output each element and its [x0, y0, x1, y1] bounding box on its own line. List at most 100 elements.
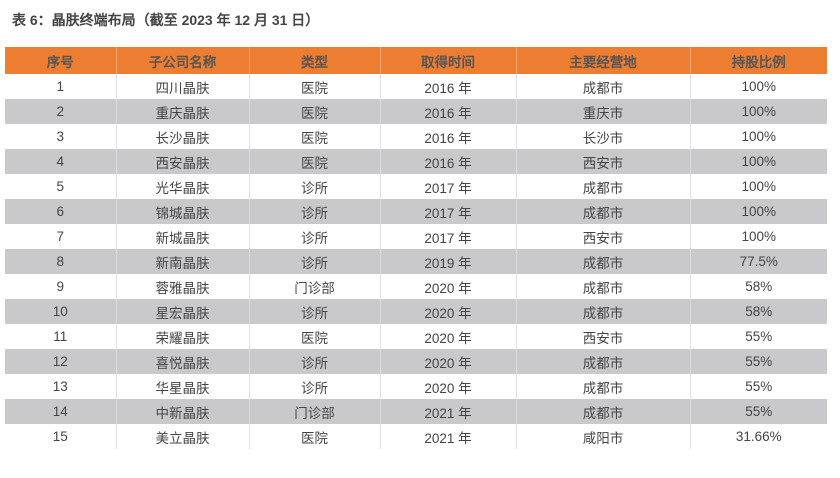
table-cell: 西安市: [515, 224, 690, 249]
table-cell: 100%: [689, 149, 827, 174]
table-cell: 西安市: [515, 149, 690, 174]
table-cell: 5: [56, 179, 64, 194]
table-cell: 11: [53, 329, 68, 344]
table-cell: 8: [5, 249, 116, 274]
table-cell: 诊所: [248, 374, 380, 399]
table-cell: 西安晶肤: [115, 149, 249, 174]
table-cell: 门诊部: [248, 399, 380, 424]
table-cell: 2016 年: [379, 99, 516, 124]
table-cell: 100%: [689, 99, 827, 124]
table-cell: 2020 年: [379, 274, 516, 299]
table-cell: 100%: [689, 174, 827, 199]
table-cell: 2021 年: [379, 399, 516, 424]
column-header: 序号: [5, 47, 116, 74]
table-cell: 四川晶肤: [115, 74, 249, 99]
table-cell: 光华晶肤: [115, 174, 249, 199]
table-cell: 9: [56, 279, 64, 294]
table-row: 4 西安晶肤 医院 2016 年西安市 100%: [5, 149, 827, 174]
table-cell: 星宏晶肤: [115, 299, 249, 324]
table-title: 表 6：晶肤终端布局（截至 2023 年 12 月 31 日）: [12, 12, 320, 28]
table-cell: 诊所: [248, 174, 380, 199]
table-cell: 锦城晶肤: [115, 199, 249, 224]
column-header: 子公司名称: [115, 47, 249, 74]
table-row: 12 喜悦晶肤 诊所 2020 年成都市 55%: [5, 349, 827, 374]
table-cell: 1: [56, 79, 64, 94]
table-cell: 成都市: [515, 399, 690, 424]
table-cell: 华星晶肤: [115, 374, 249, 399]
table-row: 9 蓉雅晶肤 门诊部 2020 年成都市 58%: [5, 274, 827, 299]
table-cell: 2017 年: [379, 224, 516, 249]
table-cell: 成都市: [515, 249, 690, 274]
table-cell: 13: [52, 379, 68, 394]
table-cell: 2: [5, 99, 116, 124]
table-cell: 100%: [689, 124, 827, 149]
table-cell: 诊所: [248, 224, 380, 249]
table-cell: 15: [52, 429, 68, 444]
table-cell: 100%: [689, 199, 827, 224]
table-cell: 2019 年: [379, 249, 516, 274]
table-cell: 长沙晶肤: [115, 124, 249, 149]
table-row: 6 锦城晶肤 诊所 2017 年成都市 100%: [5, 199, 827, 224]
table-cell: 14: [5, 399, 116, 424]
table-row: 11 荣耀晶肤 医院 2020 年西安市 55%: [5, 324, 827, 349]
table-row: 15 美立晶肤 医院 2021 年咸阳市 31.66%: [5, 424, 827, 449]
table-cell: 77.5%: [689, 249, 827, 274]
table-cell: 新城晶肤: [115, 224, 249, 249]
table-cell: 诊所: [248, 199, 380, 224]
table-cell: 2021 年: [379, 424, 516, 449]
table-row: 10 星宏晶肤 诊所 2020 年成都市 58%: [5, 299, 827, 324]
table-row: 1 四川晶肤 医院 2016 年成都市 100%: [5, 74, 827, 99]
table-cell: 成都市: [515, 174, 690, 199]
table-cell: 55%: [689, 374, 827, 399]
table-cell: 成都市: [515, 349, 690, 374]
table-cell: 2020 年: [379, 299, 516, 324]
table-cell: 成都市: [515, 74, 690, 99]
table-row: 13 华星晶肤 诊所 2020 年成都市 55%: [5, 374, 827, 399]
table-row: 3 长沙晶肤 医院 2016 年长沙市 100%: [5, 124, 827, 149]
table-cell: 6: [5, 199, 116, 224]
table-cell: 2016 年: [379, 124, 516, 149]
table-cell: 医院: [248, 324, 380, 349]
table-cell: 医院: [248, 424, 380, 449]
table-cell: 2016 年: [379, 74, 516, 99]
table-cell: 医院: [248, 74, 380, 99]
table-cell: 诊所: [248, 249, 380, 274]
table-row: 7 新城晶肤 诊所 2017 年西安市 100%: [5, 224, 827, 249]
table-row: 14 中新晶肤 门诊部 2021 年成都市 55%: [5, 399, 827, 424]
table-cell: 重庆晶肤: [115, 99, 249, 124]
table-cell: 12: [5, 349, 116, 374]
table-cell: 10: [5, 299, 116, 324]
column-header: 类型: [248, 47, 380, 74]
table-cell: 荣耀晶肤: [115, 324, 249, 349]
table-cell: 中新晶肤: [115, 399, 249, 424]
table-cell: 3: [56, 129, 64, 144]
table-cell: 蓉雅晶肤: [115, 274, 249, 299]
table-cell: 2020 年: [379, 374, 516, 399]
table-cell: 55%: [689, 324, 827, 349]
table-cell: 100%: [689, 224, 827, 249]
table-cell: 55%: [689, 399, 827, 424]
table-cell: 2017 年: [379, 174, 516, 199]
table-cell: 2016 年: [379, 149, 516, 174]
table-cell: 58%: [689, 274, 827, 299]
table-cell: 西安市: [515, 324, 690, 349]
column-header: 主要经营地: [515, 47, 690, 74]
table-cell: 成都市: [515, 374, 690, 399]
table-cell: 医院: [248, 124, 380, 149]
column-header: 取得时间: [379, 47, 516, 74]
table-cell: 31.66%: [689, 424, 827, 449]
table-cell: 成都市: [515, 274, 690, 299]
table-cell: 咸阳市: [515, 424, 690, 449]
table-cell: 100%: [689, 74, 827, 99]
table-cell: 成都市: [515, 199, 690, 224]
table-cell: 新南晶肤: [115, 249, 249, 274]
table-row: 2 重庆晶肤 医院 2016 年重庆市 100%: [5, 99, 827, 124]
table-cell: 诊所: [248, 349, 380, 374]
table-cell: 2020 年: [379, 349, 516, 374]
table-cell: 医院: [248, 149, 380, 174]
table-cell: 2020 年: [379, 324, 516, 349]
table-cell: 医院: [248, 99, 380, 124]
terminal-layout-table: 序号 子公司名称 类型 取得时间 主要经营地 持股比例 1 四川晶肤 医院 2016 年成都市 1…: [5, 47, 827, 449]
table-row: 8 新南晶肤 诊所 2019 年成都市 77.5%: [5, 249, 827, 274]
table-cell: 58%: [689, 299, 827, 324]
